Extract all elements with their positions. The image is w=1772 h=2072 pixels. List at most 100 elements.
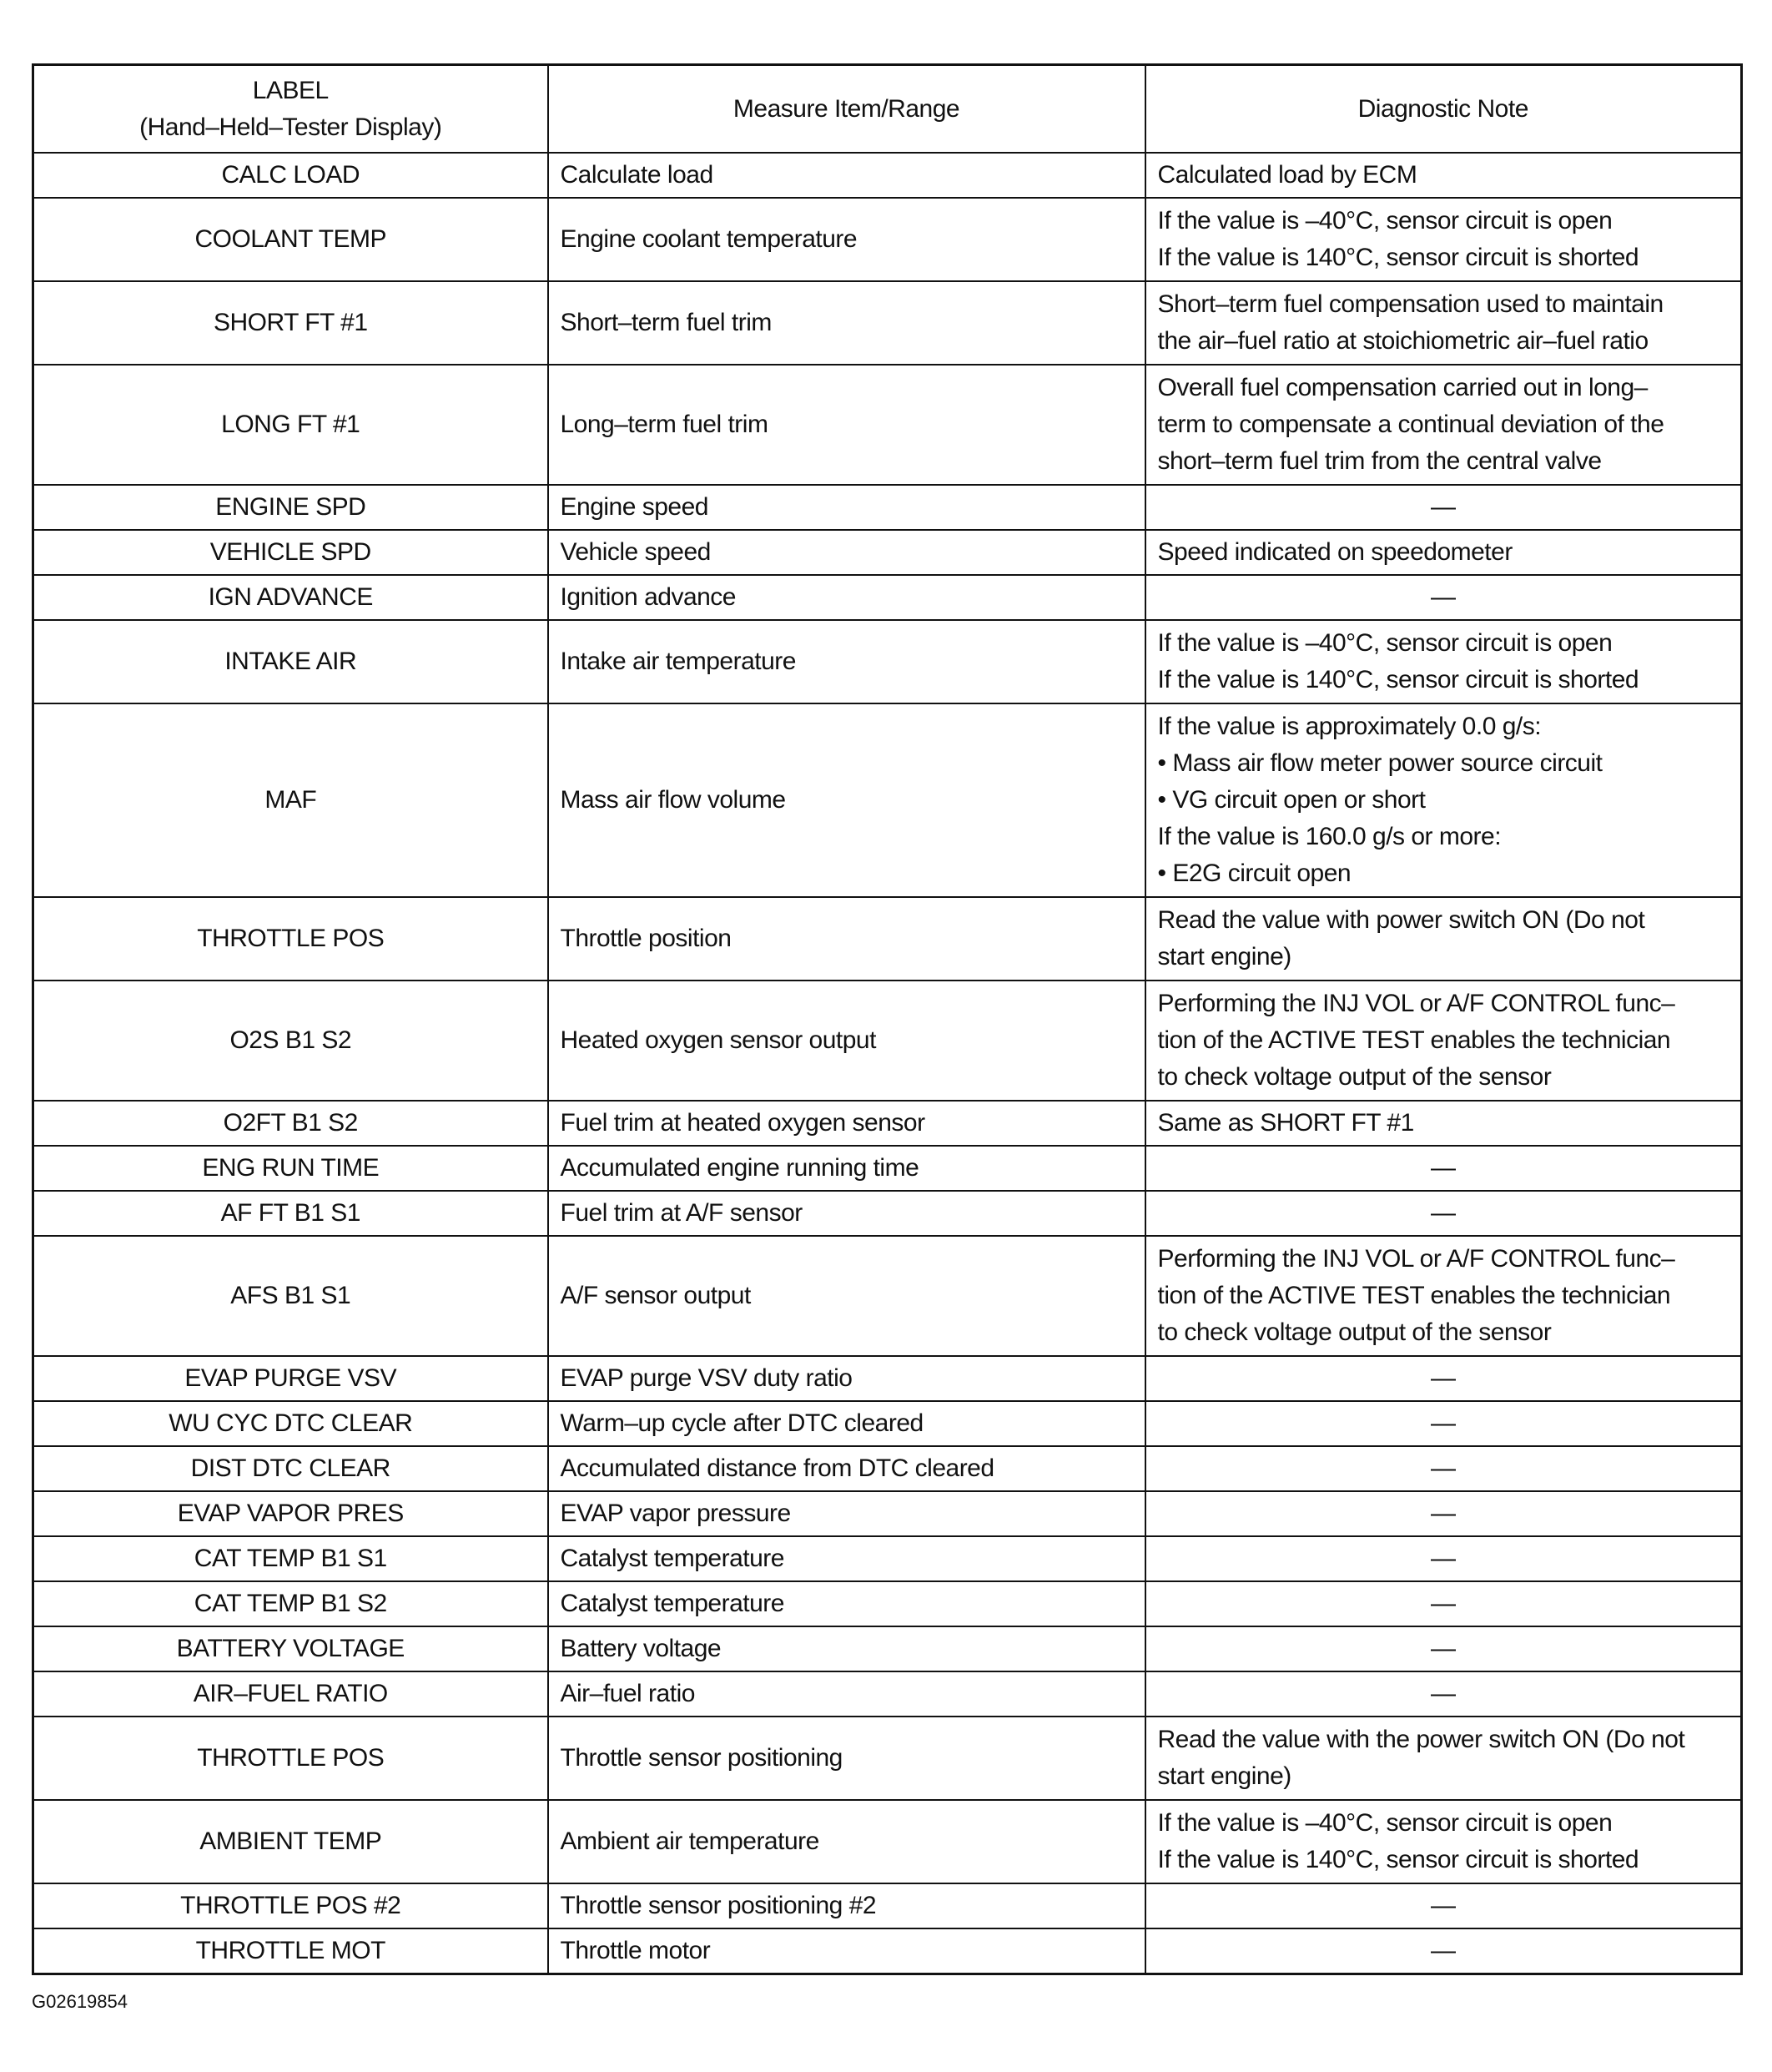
- note-line: If the value is 140°C, sensor circuit is…: [1157, 244, 1639, 271]
- row-label: AF FT B1 S1: [32, 1190, 549, 1237]
- row-label: THROTTLE POS #2: [32, 1883, 549, 1929]
- row-label: LONG FT #1: [32, 364, 549, 486]
- note-line: start engine): [1157, 943, 1292, 970]
- table-row: AMBIENT TEMP Ambient air temperature If th…: [32, 1799, 1743, 1884]
- row-measure-item: Fuel trim at A/F sensor: [546, 1190, 1146, 1237]
- row-label: CAT TEMP B1 S1: [32, 1535, 549, 1582]
- note-line: Speed indicated on speedometer: [1157, 538, 1513, 566]
- note-line: the air–fuel ratio at stoichiometric air…: [1157, 327, 1649, 355]
- row-label: CAT TEMP B1 S2: [32, 1580, 549, 1627]
- row-label: THROTTLE POS: [32, 1716, 549, 1801]
- row-diagnostic-note: —: [1144, 1928, 1743, 1974]
- row-diagnostic-note: Speed indicated on speedometer: [1144, 529, 1743, 576]
- row-label: COOLANT TEMP: [32, 197, 549, 282]
- table-row: WU CYC DTC CLEAR Warm–up cycle after DTC …: [32, 1400, 1743, 1447]
- row-diagnostic-note: If the value is –40°C, sensor circuit is…: [1144, 1799, 1743, 1884]
- note-line: start engine): [1157, 1762, 1292, 1790]
- note-line: If the value is –40°C, sensor circuit is…: [1157, 629, 1613, 657]
- row-label: THROTTLE MOT: [32, 1928, 549, 1974]
- table-row: AF FT B1 S1 Fuel trim at A/F sensor —: [32, 1190, 1743, 1237]
- row-measure-item: Accumulated engine running time: [546, 1145, 1146, 1192]
- row-label: BATTERY VOLTAGE: [32, 1626, 549, 1672]
- row-measure-item: Throttle sensor positioning: [546, 1716, 1146, 1801]
- row-label: O2FT B1 S2: [32, 1100, 549, 1147]
- row-measure-item: Vehicle speed: [546, 529, 1146, 576]
- note-line: Calculated load by ECM: [1157, 161, 1417, 189]
- table-row: EVAP VAPOR PRES EVAP vapor pressure —: [32, 1490, 1743, 1537]
- diagnostic-data-table: LABEL (Hand–Held–Tester Display) Measure…: [32, 63, 1743, 1975]
- row-label: IGN ADVANCE: [32, 574, 549, 621]
- header-label-line: LABEL: [252, 76, 329, 104]
- note-line: —: [1431, 1680, 1456, 1707]
- row-measure-item: Accumulated distance from DTC cleared: [546, 1445, 1146, 1492]
- table-row: MAF Mass air flow volume If the value is a…: [32, 703, 1743, 898]
- note-line: —: [1431, 493, 1456, 521]
- note-line: If the value is 140°C, sensor circuit is…: [1157, 666, 1639, 693]
- table-row: THROTTLE MOT Throttle motor —: [32, 1928, 1743, 1974]
- row-label: EVAP PURGE VSV: [32, 1355, 549, 1402]
- row-diagnostic-note: Short–term fuel compensation used to mai…: [1144, 280, 1743, 365]
- row-label: MAF: [32, 703, 549, 898]
- figure-id: G02619854: [32, 1991, 128, 2012]
- row-measure-item: Calculate load: [546, 152, 1146, 199]
- row-label: INTAKE AIR: [32, 619, 549, 704]
- note-line: —: [1431, 1500, 1456, 1527]
- row-measure-item: Air–fuel ratio: [546, 1671, 1146, 1717]
- note-line: —: [1431, 1409, 1456, 1437]
- table-row: SHORT FT #1 Short–term fuel trim Short–ter…: [32, 280, 1743, 365]
- row-diagnostic-note: Calculated load by ECM: [1144, 152, 1743, 199]
- note-line: to check voltage output of the sensor: [1157, 1063, 1552, 1091]
- note-line: If the value is –40°C, sensor circuit is…: [1157, 1809, 1613, 1837]
- table-row: CAT TEMP B1 S2 Catalyst temperature —: [32, 1580, 1743, 1627]
- row-label: ENG RUN TIME: [32, 1145, 549, 1192]
- table-row: ENGINE SPD Engine speed —: [32, 484, 1743, 531]
- note-line: —: [1431, 1454, 1456, 1482]
- row-label: CALC LOAD: [32, 152, 549, 199]
- row-label: AIR–FUEL RATIO: [32, 1671, 549, 1717]
- row-label: SHORT FT #1: [32, 280, 549, 365]
- row-label: AFS B1 S1: [32, 1235, 549, 1357]
- row-diagnostic-note: —: [1144, 484, 1743, 531]
- note-line: Read the value with power switch ON (Do …: [1157, 906, 1645, 934]
- row-measure-item: Short–term fuel trim: [546, 280, 1146, 365]
- note-line: Read the value with the power switch ON …: [1157, 1726, 1685, 1753]
- note-line: • E2G circuit open: [1157, 860, 1352, 887]
- row-label: VEHICLE SPD: [32, 529, 549, 576]
- note-line: If the value is 140°C, sensor circuit is…: [1157, 1846, 1639, 1873]
- row-measure-item: Catalyst temperature: [546, 1580, 1146, 1627]
- row-diagnostic-note: —: [1144, 1190, 1743, 1237]
- note-line: If the value is approximately 0.0 g/s:: [1157, 713, 1542, 740]
- row-diagnostic-note: —: [1144, 1445, 1743, 1492]
- table-row: O2S B1 S2 Heated oxygen sensor output Perf…: [32, 980, 1743, 1102]
- note-line: —: [1431, 1545, 1456, 1572]
- row-label: O2S B1 S2: [32, 980, 549, 1102]
- note-line: —: [1431, 1590, 1456, 1617]
- row-measure-item: Fuel trim at heated oxygen sensor: [546, 1100, 1146, 1147]
- row-measure-item: Throttle position: [546, 896, 1146, 981]
- note-line: —: [1431, 1936, 1456, 1964]
- header-label-line: (Hand–Held–Tester Display): [139, 113, 442, 141]
- table-row: INTAKE AIR Intake air temperature If the v…: [32, 619, 1743, 704]
- note-line: —: [1431, 1364, 1456, 1392]
- row-diagnostic-note: —: [1144, 1626, 1743, 1672]
- note-line: tion of the ACTIVE TEST enables the tech…: [1157, 1026, 1671, 1054]
- row-diagnostic-note: If the value is –40°C, sensor circuit is…: [1144, 619, 1743, 704]
- note-line: to check voltage output of the sensor: [1157, 1318, 1552, 1346]
- row-diagnostic-note: Overall fuel compensation carried out in…: [1144, 364, 1743, 486]
- row-measure-item: A/F sensor output: [546, 1235, 1146, 1357]
- table-row: BATTERY VOLTAGE Battery voltage —: [32, 1626, 1743, 1672]
- row-measure-item: EVAP vapor pressure: [546, 1490, 1146, 1537]
- table-row: CAT TEMP B1 S1 Catalyst temperature —: [32, 1535, 1743, 1582]
- row-diagnostic-note: —: [1144, 1490, 1743, 1537]
- row-measure-item: Throttle sensor positioning #2: [546, 1883, 1146, 1929]
- header-label: LABEL (Hand–Held–Tester Display): [32, 63, 549, 154]
- table-row: COOLANT TEMP Engine coolant temperature If…: [32, 197, 1743, 282]
- table-row: AFS B1 S1 A/F sensor output Performing the…: [32, 1235, 1743, 1357]
- row-measure-item: Engine speed: [546, 484, 1146, 531]
- row-label: WU CYC DTC CLEAR: [32, 1400, 549, 1447]
- row-measure-item: Battery voltage: [546, 1626, 1146, 1672]
- table-row: DIST DTC CLEAR Accumulated distance from …: [32, 1445, 1743, 1492]
- row-measure-item: Catalyst temperature: [546, 1535, 1146, 1582]
- row-diagnostic-note: If the value is –40°C, sensor circuit is…: [1144, 197, 1743, 282]
- table-row: THROTTLE POS Throttle position Read the va…: [32, 896, 1743, 981]
